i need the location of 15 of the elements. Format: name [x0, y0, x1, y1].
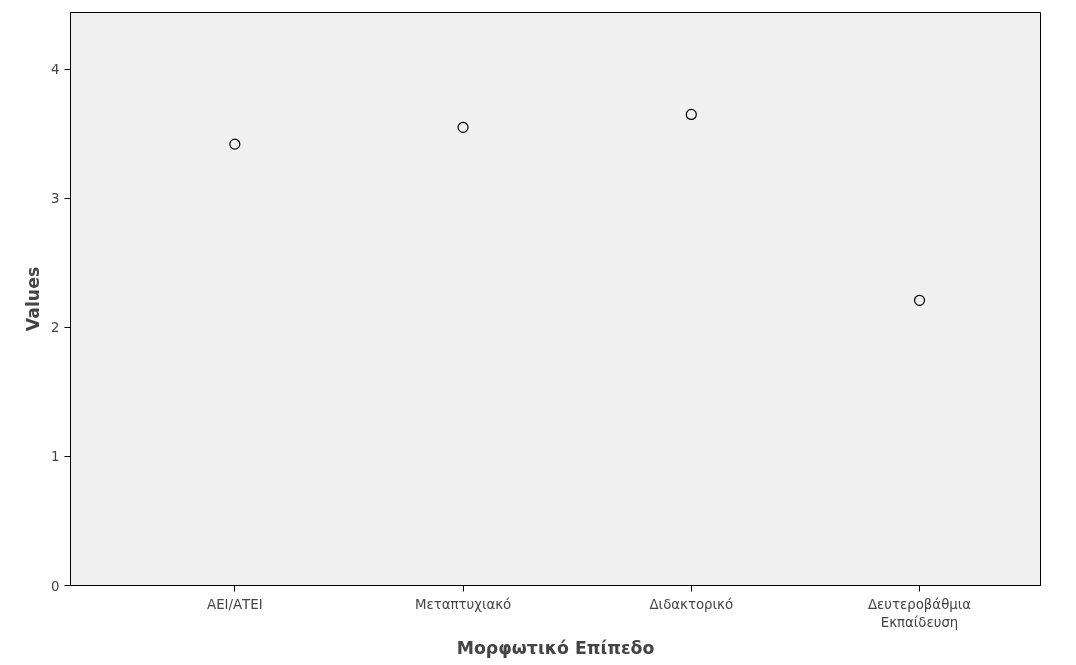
point — [685, 108, 697, 121]
x-axis-title: Μορφωτικό Επίπεδο — [456, 637, 655, 658]
x-tick-label: Δευτεροβάθμια Εκπαίδευση — [867, 596, 972, 630]
y-axis-title: Values — [23, 266, 44, 332]
x-tick-label: Διδακτορικό — [649, 596, 734, 612]
x-tick-label: Μεταπτυχιακό — [414, 596, 512, 612]
point — [229, 138, 241, 150]
x-tick-label: ΑΕΙ/ΑΤΕΙ — [207, 596, 263, 612]
y-tick-label: 4 — [51, 62, 60, 78]
y-tick-label: 1 — [51, 449, 60, 465]
y-tick-label: 0 — [51, 578, 60, 594]
point — [457, 121, 469, 133]
y-tick-label: 3 — [51, 191, 60, 207]
point — [913, 294, 926, 306]
y-tick-label: 2 — [51, 320, 60, 336]
